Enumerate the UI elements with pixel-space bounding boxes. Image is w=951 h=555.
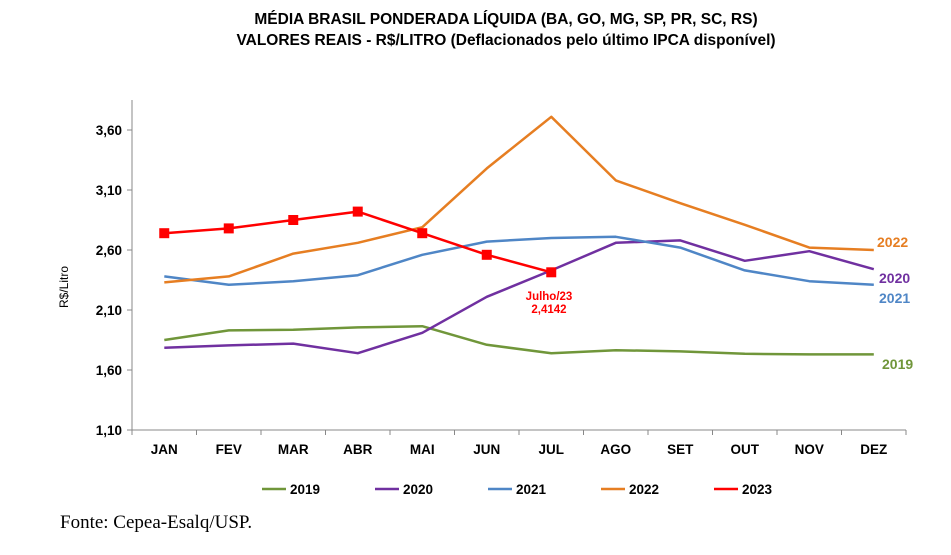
end-label-2021: 2021 (879, 290, 910, 306)
chart-subtitle: VALORES REAIS - R$/LITRO (Deflacionados … (236, 32, 775, 49)
legend-label-2021: 2021 (516, 482, 547, 497)
series-line-2020 (164, 239, 875, 355)
end-label-2022: 2022 (877, 234, 908, 250)
y-tick-label: 3,10 (96, 183, 122, 198)
x-tick-label: MAR (278, 442, 309, 457)
y-tick-label: 2,10 (96, 303, 122, 318)
end-label-2019: 2019 (882, 356, 913, 372)
y-tick-label: 2,60 (96, 243, 122, 258)
y-axis-label: R$/Litro (57, 266, 71, 308)
x-tick-label: FEV (216, 442, 242, 457)
legend-label-2019: 2019 (290, 482, 320, 497)
data-point-2023 (352, 206, 363, 217)
legend: 2019 2020 2021 2022 2023 (262, 482, 773, 497)
end-label-2020: 2020 (879, 270, 910, 286)
markers-layer (159, 206, 557, 278)
x-tick-label: AGO (600, 442, 631, 457)
x-ticks: JAN FEV MAR ABR MAI JUN JUL AGO SET OUT NOV DEZ (131, 430, 907, 457)
series-line-2022 (164, 115, 874, 284)
x-tick-label: NOV (795, 442, 824, 457)
series-layer (164, 115, 875, 356)
data-point-2023 (481, 249, 492, 260)
data-point-2023 (223, 223, 234, 234)
source-note: Fonte: Cepea-Esalq/USP. (60, 512, 253, 533)
series-line-2021 (164, 235, 874, 287)
y-tick-label: 3,60 (96, 123, 122, 138)
annotation-line2: 2,4142 (531, 304, 566, 316)
x-tick-label: JAN (151, 442, 178, 457)
y-tick-label: 1,10 (96, 423, 122, 438)
x-tick-label: OUT (731, 442, 760, 457)
data-point-2023 (288, 215, 299, 225)
x-tick-label: MAI (410, 442, 435, 457)
legend-label-2020: 2020 (403, 482, 433, 497)
legend-label-2022: 2022 (629, 482, 659, 497)
legend-label-2023: 2023 (742, 482, 773, 497)
x-tick-label: SET (667, 442, 694, 457)
data-point-2023 (417, 228, 428, 239)
x-tick-label: DEZ (860, 442, 887, 457)
x-tick-label: JUN (473, 442, 500, 457)
chart-title: MÉDIA BRASIL PONDERADA LÍQUIDA (BA, GO, … (254, 11, 757, 28)
x-tick-label: JUL (538, 442, 564, 457)
x-tick-label: ABR (343, 442, 372, 457)
annotation-line1: Julho/23 (526, 291, 573, 303)
y-tick-label: 1,60 (96, 363, 122, 378)
series-line-2019 (164, 324, 874, 356)
data-point-2023 (546, 267, 557, 278)
y-ticks: 1,10 1,60 2,10 2,60 3,10 3,60 (96, 123, 132, 438)
data-point-2023 (159, 228, 170, 239)
